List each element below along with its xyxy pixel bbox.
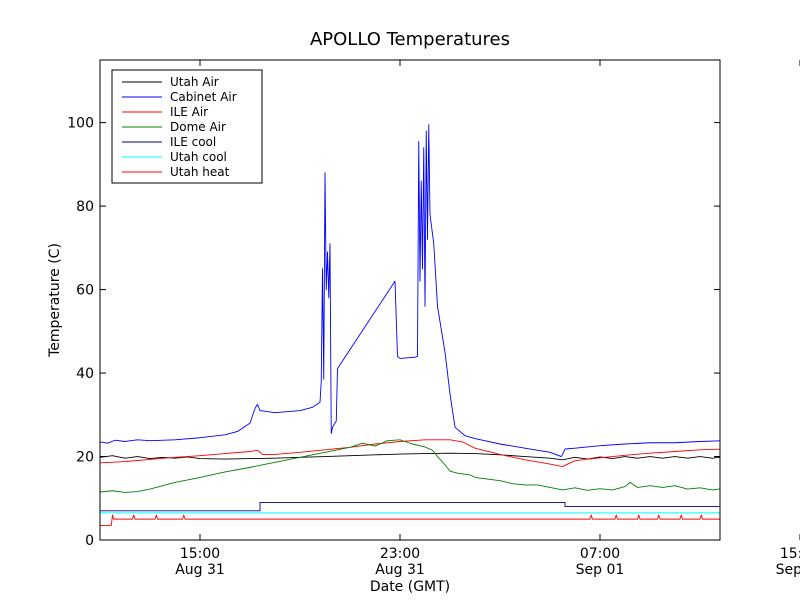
legend-label-utah-heat: Utah heat	[170, 165, 230, 179]
series-line-ile-cool	[100, 501, 720, 512]
x-tick-label: 15:00	[180, 546, 220, 562]
plot-frame	[99, 59, 721, 541]
y-tick-label: 100	[67, 116, 94, 132]
y-axis-label: Temperature (C)	[47, 243, 63, 358]
y-tick-label: 40	[76, 366, 94, 382]
legend-label-cabinet-air: Cabinet Air	[170, 90, 237, 104]
y-tick-label: 60	[76, 283, 94, 299]
x-tick-label: 23:00	[380, 546, 420, 562]
x-tick-label-date: Sep 01	[576, 562, 625, 578]
series-line-utah-heat	[100, 514, 720, 526]
y-tick-label: 80	[76, 199, 94, 215]
x-tick-label-date: Aug 31	[375, 562, 425, 578]
series-layer	[100, 124, 720, 526]
legend-label-utah-cool: Utah cool	[170, 150, 227, 164]
series-line-utah-air	[100, 452, 720, 461]
series-line-ile-air	[100, 439, 720, 467]
chart-title: APOLLO Temperatures	[310, 29, 510, 50]
y-tick-label: 20	[76, 450, 94, 466]
series-line-dome-air	[100, 439, 720, 493]
x-tick-label-date: Sep 01	[776, 562, 800, 578]
legend-label-dome-air: Dome Air	[170, 120, 226, 134]
legend-label-ile-air: ILE Air	[170, 105, 208, 119]
x-axis-label: Date (GMT)	[370, 579, 450, 595]
series-line-cabinet-air	[100, 124, 720, 457]
x-tick-label-date: Aug 31	[175, 562, 225, 578]
y-tick-label: 0	[85, 533, 94, 549]
legend-label-ile-cool: ILE cool	[170, 135, 216, 149]
x-tick-label: 15:00	[780, 546, 800, 562]
legend-label-utah-air: Utah Air	[170, 75, 219, 89]
x-tick-label: 07:00	[580, 546, 620, 562]
